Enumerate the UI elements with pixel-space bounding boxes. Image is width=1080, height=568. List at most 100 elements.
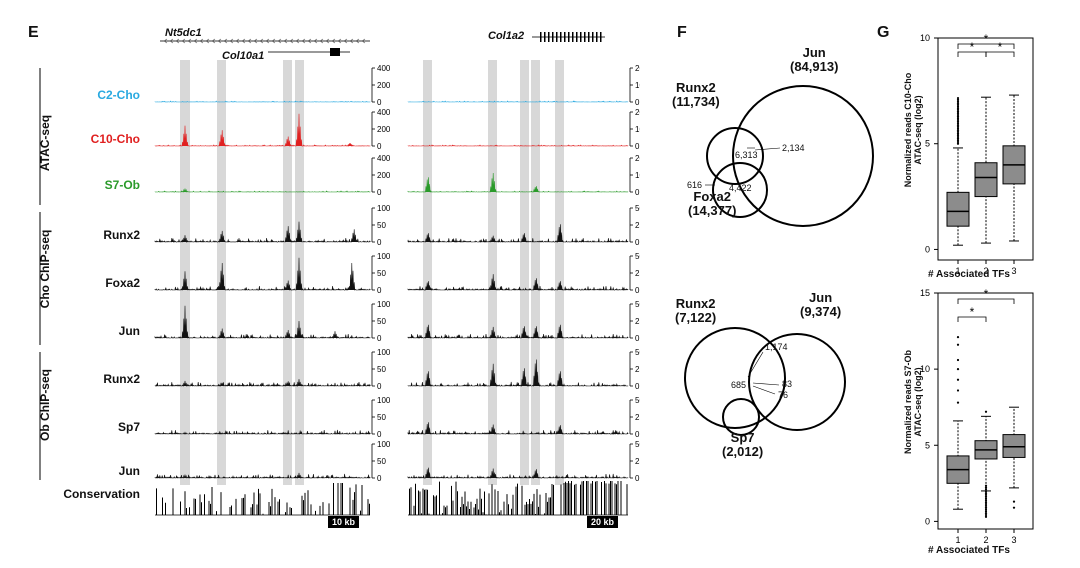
panel-label-g: G [877, 24, 890, 41]
venn-bottom-jun-name: Jun [809, 290, 833, 305]
ytick-label: 0 [925, 244, 930, 254]
venn-bottom-sp7-name: Sp7 [730, 430, 755, 445]
svg-text:100: 100 [635, 171, 640, 180]
svg-text:0: 0 [377, 142, 382, 151]
track-label-jun-8: Jun [118, 464, 140, 478]
svg-text:0: 0 [635, 188, 640, 197]
venn-bottom-runx2-name: Runx2 [675, 296, 716, 311]
venn-top-foxa2-count: (14,377) [688, 203, 737, 218]
venn-bottom-sp7-label: Sp7 (2,012) [722, 431, 763, 459]
gene-label-col10a1: Col10a1 [222, 50, 265, 62]
venn-top-foxa2-name: Foxa2 [693, 189, 731, 204]
svg-text:100: 100 [377, 348, 391, 357]
svg-text:0: 0 [635, 98, 640, 107]
box-2 [974, 410, 998, 518]
track-label-c10-cho-1: C10-Cho [90, 132, 140, 146]
svg-text:0: 0 [377, 334, 382, 343]
svg-text:50: 50 [635, 300, 640, 309]
track-6-right: 50 25 0 [407, 348, 640, 391]
significance-star: * [984, 287, 989, 301]
venn-bottom-sp7-circle [722, 398, 760, 436]
scale-bar-left: 10 kb [328, 516, 360, 528]
svg-text:100: 100 [635, 125, 640, 134]
track-label-sp7-7: Sp7 [117, 420, 140, 434]
svg-text:400: 400 [377, 64, 391, 73]
ytick-label: 10 [920, 364, 930, 374]
svg-text:50: 50 [635, 440, 640, 449]
gene-model-right [532, 32, 605, 42]
svg-text:200: 200 [635, 154, 640, 163]
track-2-right: 200 100 0 [407, 154, 640, 197]
box-2 [974, 96, 998, 244]
box-3 [1002, 406, 1026, 509]
svg-text:400: 400 [377, 108, 391, 117]
track-label-foxa2-4: Foxa2 [105, 276, 140, 290]
ytick-label: 10 [920, 33, 930, 43]
svg-text:200: 200 [635, 64, 640, 73]
track-label-jun-5: Jun [118, 324, 140, 338]
svg-text:0: 0 [377, 430, 382, 439]
svg-text:100: 100 [377, 204, 391, 213]
venn-top-foxa2-circle [712, 162, 768, 218]
xtick-label: 3 [1011, 535, 1016, 545]
venn-bottom-jun-circle [748, 333, 846, 431]
track-3-right: 50 25 0 [407, 204, 640, 247]
boxplot-c10-xlabel: # Associated TFs [928, 269, 1010, 280]
ytick-label: 0 [925, 516, 930, 526]
conservation-track-right [408, 481, 628, 516]
svg-text:50: 50 [635, 252, 640, 261]
xtick-label: 2 [983, 535, 988, 545]
svg-text:0: 0 [635, 382, 640, 391]
svg-text:200: 200 [377, 171, 391, 180]
svg-text:50: 50 [635, 348, 640, 357]
boxplot-c10-cho: 0 5 10 1 2 3 * * * [920, 32, 1034, 276]
xtick-label: 3 [1011, 266, 1016, 276]
track-5-left: 100 50 0 [154, 300, 391, 343]
svg-text:50: 50 [377, 413, 386, 422]
svg-text:100: 100 [377, 440, 391, 449]
venn-top-jun-count: (84,913) [790, 59, 839, 74]
track-7-left: 100 50 0 [154, 396, 391, 439]
venn-bottom-sp7-count: (2,012) [722, 444, 764, 459]
ytick-label: 5 [925, 440, 930, 450]
svg-text:50: 50 [635, 396, 640, 405]
svg-text:0: 0 [635, 238, 640, 247]
box-1 [946, 336, 970, 510]
track-label-c2-cho-0: C2-Cho [97, 88, 140, 102]
xtick-label: 1 [955, 535, 960, 545]
track-1-left: 400 200 0 [154, 108, 391, 151]
track-1-right: 200 100 0 [407, 108, 640, 151]
venn-top-runx2-label: Runx2 (11,734) [672, 81, 720, 109]
significance-star: * [984, 32, 989, 46]
venn-bottom-n-all: 685 [731, 380, 747, 390]
significance-star: * [998, 40, 1003, 54]
track-0-right: 200 100 0 [407, 64, 640, 107]
venn-bottom-jun-label: Jun (9,374) [800, 291, 841, 319]
venn-top-runx2-count: (11,734) [672, 94, 720, 109]
track-8-left: 100 50 0 [154, 440, 391, 483]
venn-bottom-jun-count: (9,374) [800, 304, 842, 319]
venn-top-n-foxa2-jun: 2,134 [782, 143, 805, 153]
svg-text:25: 25 [635, 413, 640, 422]
panel-label-f: F [677, 24, 687, 41]
gene-model-left [160, 38, 370, 56]
venn-top-foxa2-label: Foxa2 (14,377) [688, 190, 736, 218]
ytick-label: 5 [925, 139, 930, 149]
track-label-runx2-6: Runx2 [103, 372, 140, 386]
svg-text:25: 25 [635, 221, 640, 230]
track-4-left: 100 50 0 [154, 252, 391, 295]
xtick-label: 2 [983, 266, 988, 276]
svg-text:100: 100 [377, 252, 391, 261]
venn-bottom-n-runx2-jun: 1,174 [765, 342, 788, 352]
venn-top-runx2-name: Runx2 [675, 80, 716, 95]
track-label-runx2-3: Runx2 [103, 228, 140, 242]
svg-text:50: 50 [377, 457, 386, 466]
svg-text:200: 200 [377, 125, 391, 134]
svg-text:0: 0 [635, 142, 640, 151]
venn-bottom-runx2-circle [684, 327, 786, 429]
gene-label-nt5dc1: Nt5dc1 [165, 27, 202, 39]
svg-text:25: 25 [635, 269, 640, 278]
venn-bottom-runx2-count: (7,122) [675, 310, 717, 325]
svg-text:0: 0 [377, 286, 382, 295]
track-6-left: 100 50 0 [154, 348, 391, 391]
